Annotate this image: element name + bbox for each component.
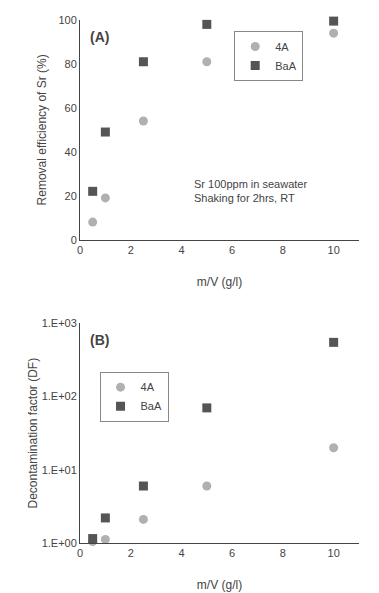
svg-text:10: 10 (328, 244, 340, 256)
svg-text:(B): (B) (90, 332, 109, 348)
svg-text:0: 0 (71, 234, 77, 246)
svg-text:m/V (g/l): m/V (g/l) (197, 275, 242, 289)
svg-text:2: 2 (128, 244, 134, 256)
svg-text:1.E+02: 1.E+02 (42, 390, 77, 402)
svg-text:6: 6 (229, 244, 235, 256)
svg-text:4A: 4A (275, 41, 289, 53)
svg-text:0: 0 (77, 244, 83, 256)
svg-text:60: 60 (65, 102, 77, 114)
svg-text:6: 6 (229, 547, 235, 559)
svg-text:4: 4 (178, 547, 184, 559)
svg-text:4: 4 (178, 244, 184, 256)
svg-text:BaA: BaA (275, 60, 296, 72)
svg-text:8: 8 (280, 547, 286, 559)
svg-text:Decontamination factor (DF): Decontamination factor (DF) (26, 358, 40, 509)
svg-text:(A): (A) (90, 29, 109, 45)
svg-text:1.E+03: 1.E+03 (42, 317, 77, 329)
svg-text:100: 100 (58, 14, 76, 26)
svg-text:10: 10 (328, 547, 340, 559)
svg-text:0: 0 (77, 547, 83, 559)
svg-text:2: 2 (128, 547, 134, 559)
svg-text:1.E+00: 1.E+00 (42, 537, 77, 549)
svg-text:20: 20 (65, 190, 77, 202)
svg-text:40: 40 (65, 146, 77, 158)
svg-text:80: 80 (65, 58, 77, 70)
svg-text:Removal efficiency of Sr (%): Removal efficiency of Sr (%) (35, 54, 49, 205)
svg-text:m/V (g/l): m/V (g/l) (197, 578, 242, 592)
svg-text:4A: 4A (141, 381, 155, 393)
svg-text:Sr 100ppm in seawaterShaking f: Sr 100ppm in seawaterShaking for 2hrs, R… (194, 178, 307, 204)
svg-text:8: 8 (280, 244, 286, 256)
svg-text:BaA: BaA (141, 400, 162, 412)
svg-text:1.E+01: 1.E+01 (42, 464, 77, 476)
